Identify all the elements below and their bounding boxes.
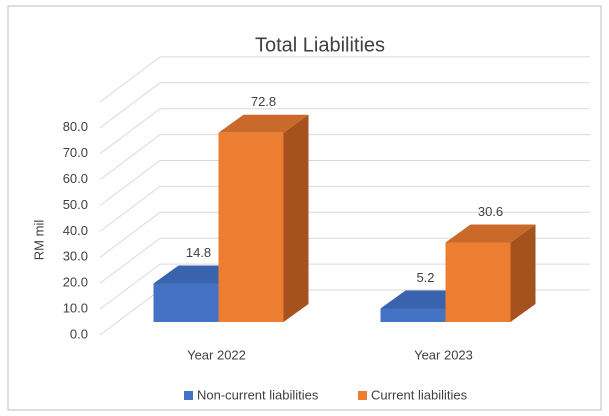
bar — [218, 132, 284, 322]
y-axis-title: RM mil — [31, 220, 46, 261]
grid-line — [99, 185, 590, 232]
y-tick-label: 80.0 — [63, 119, 88, 134]
bar — [153, 283, 219, 322]
y-tick-label: 0.0 — [70, 326, 88, 341]
grid-line — [99, 160, 590, 206]
y-tick-label: 40.0 — [63, 223, 88, 238]
legend-label: Current liabilities — [371, 387, 468, 402]
legend-swatch — [358, 391, 367, 400]
y-tick-label: 70.0 — [63, 145, 88, 160]
y-tick-label: 50.0 — [63, 197, 88, 212]
y-tick-label: 30.0 — [63, 249, 88, 264]
x-tick-label: Year 2023 — [414, 347, 473, 362]
y-tick-label: 20.0 — [63, 275, 88, 290]
grid-line — [99, 211, 590, 258]
bar-top — [218, 114, 309, 133]
bar-side — [510, 224, 536, 322]
x-tick-label: Year 2022 — [187, 347, 246, 362]
legend-swatch — [184, 391, 193, 400]
y-tick-label: 60.0 — [63, 171, 88, 186]
grid-line — [99, 237, 590, 284]
bar-side — [283, 114, 309, 322]
bar — [445, 242, 511, 322]
bar-top — [445, 224, 536, 243]
data-label: 14.8 — [186, 245, 211, 260]
data-label: 30.6 — [478, 204, 503, 219]
bar — [380, 308, 446, 322]
data-label: 72.8 — [251, 94, 276, 109]
grid-line — [99, 82, 590, 129]
wall-edge — [99, 56, 590, 103]
legend-label: Non-current liabilities — [197, 387, 319, 402]
grid-line — [99, 108, 590, 155]
y-tick-label: 10.0 — [63, 301, 88, 316]
grid-line — [99, 134, 590, 181]
data-label: 5.2 — [416, 270, 434, 285]
chart-title: Total Liabilities — [255, 34, 385, 56]
